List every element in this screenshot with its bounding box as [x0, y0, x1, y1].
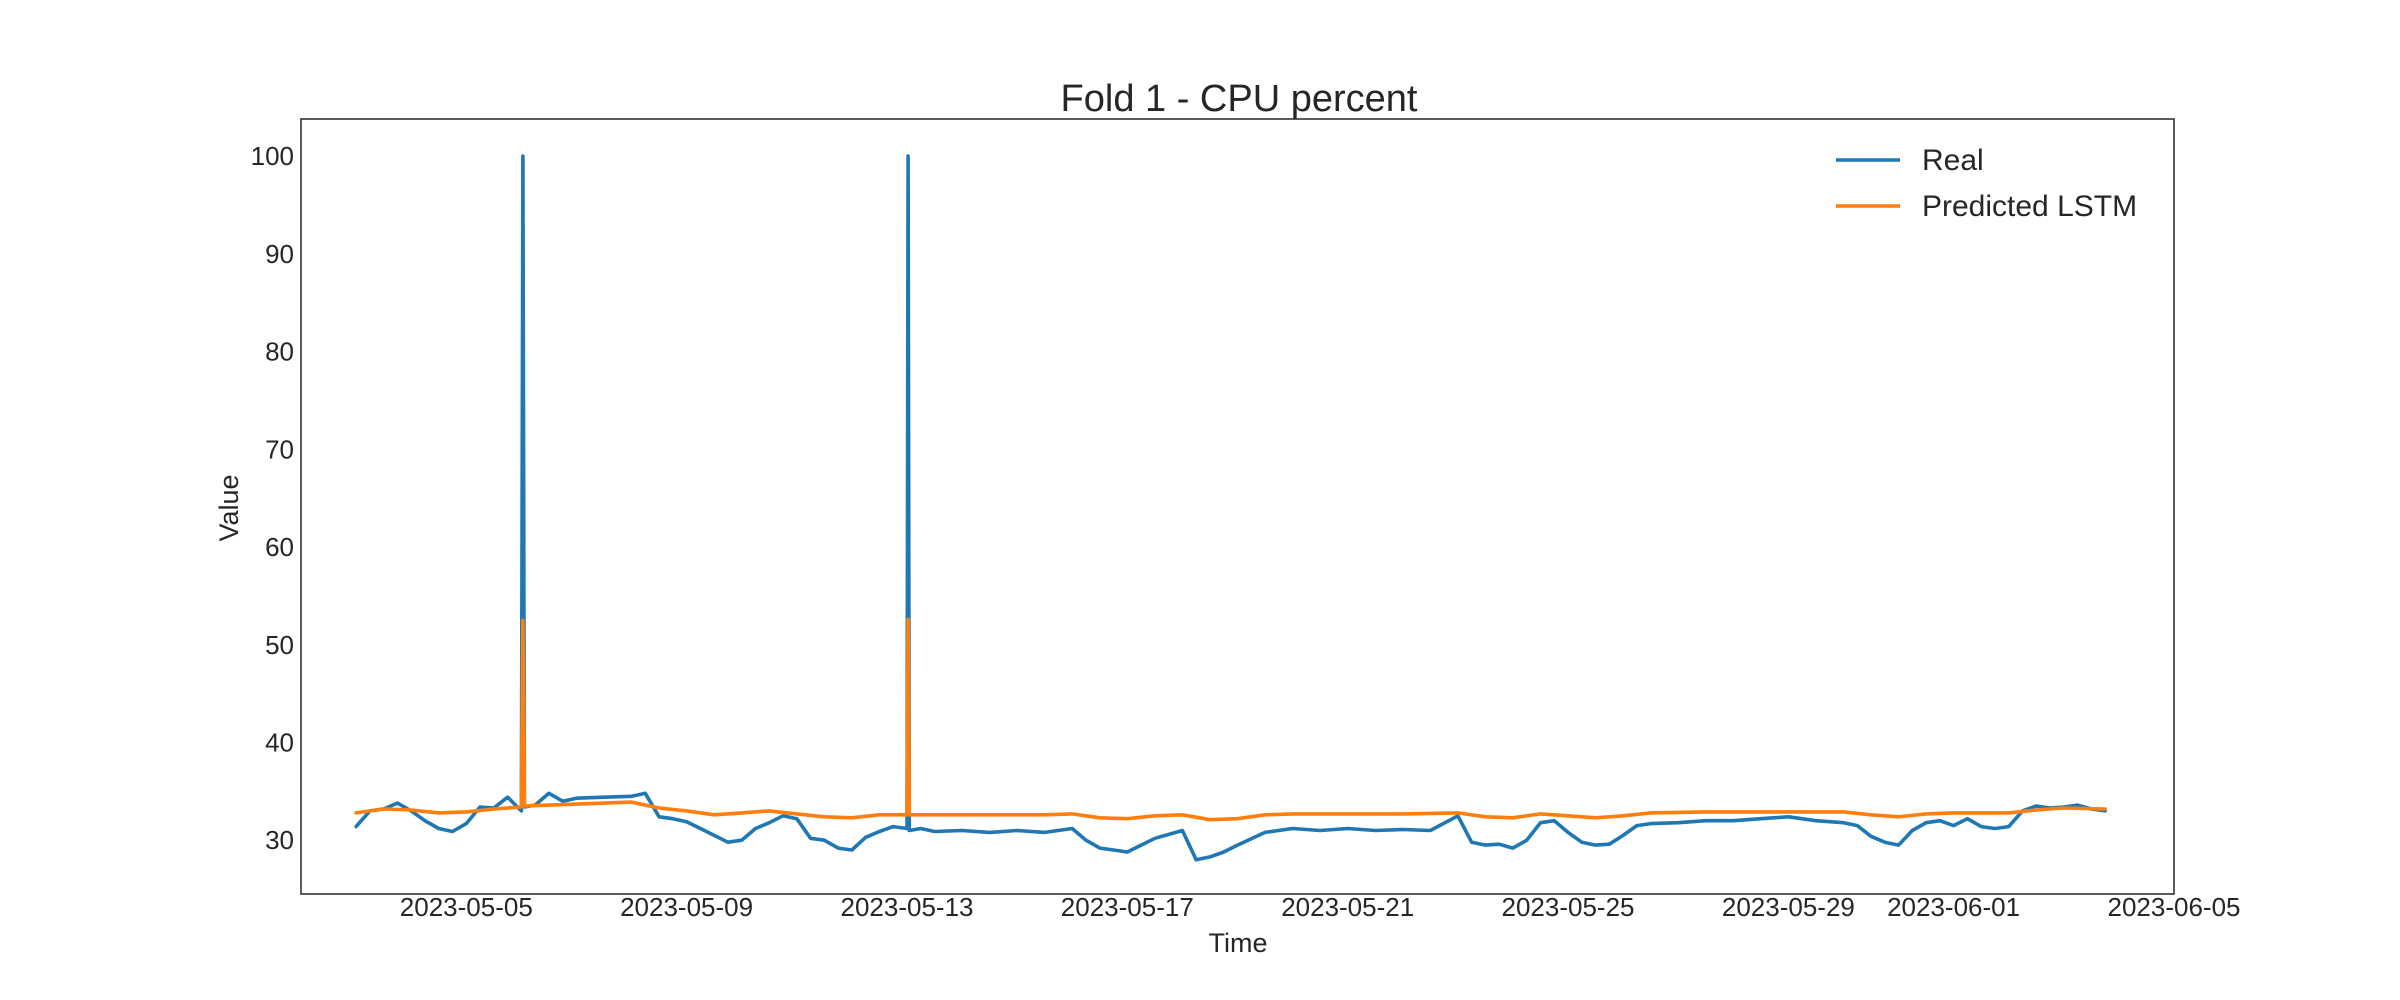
x-tick-label: 2023-05-29 [1722, 892, 1855, 922]
x-tick-label: 2023-05-17 [1061, 892, 1194, 922]
y-tick-label: 80 [265, 337, 294, 367]
x-tick-label: 2023-06-05 [2108, 892, 2241, 922]
x-tick-label: 2023-05-09 [620, 892, 753, 922]
x-tick-label: 2023-05-25 [1502, 892, 1635, 922]
legend-label-1: Predicted LSTM [1922, 190, 2137, 223]
x-tick-label: 2023-05-13 [841, 892, 974, 922]
plot-frame [300, 118, 2175, 895]
y-tick-label: 60 [265, 532, 294, 562]
series-layer [354, 154, 2107, 862]
series-line-0 [354, 154, 2107, 862]
series-line-1 [354, 617, 2107, 822]
chart-title: Fold 1 - CPU percent [1061, 78, 1418, 120]
y-tick-label: 100 [251, 141, 294, 171]
x-tick-label: 2023-05-21 [1281, 892, 1414, 922]
x-axis-label: Time [1209, 928, 1268, 958]
x-tick-labels: 2023-05-05 2023-05-09 2023-05-13 2023-05-17… [400, 892, 2241, 922]
y-tick-label: 50 [265, 630, 294, 660]
y-tick-label: 90 [265, 239, 294, 269]
y-tick-label: 40 [265, 728, 294, 758]
y-tick-label: 30 [265, 825, 294, 855]
y-tick-labels: 30 40 50 60 70 80 90 100 [251, 141, 294, 855]
x-tick-label: 2023-06-01 [1887, 892, 2020, 922]
x-tick-label: 2023-05-05 [400, 892, 533, 922]
y-tick-label: 70 [265, 434, 294, 464]
legend-label-0: Real [1922, 144, 1984, 177]
y-axis-label: Value [214, 474, 244, 541]
legend: Real Predicted LSTM [1836, 144, 2137, 223]
